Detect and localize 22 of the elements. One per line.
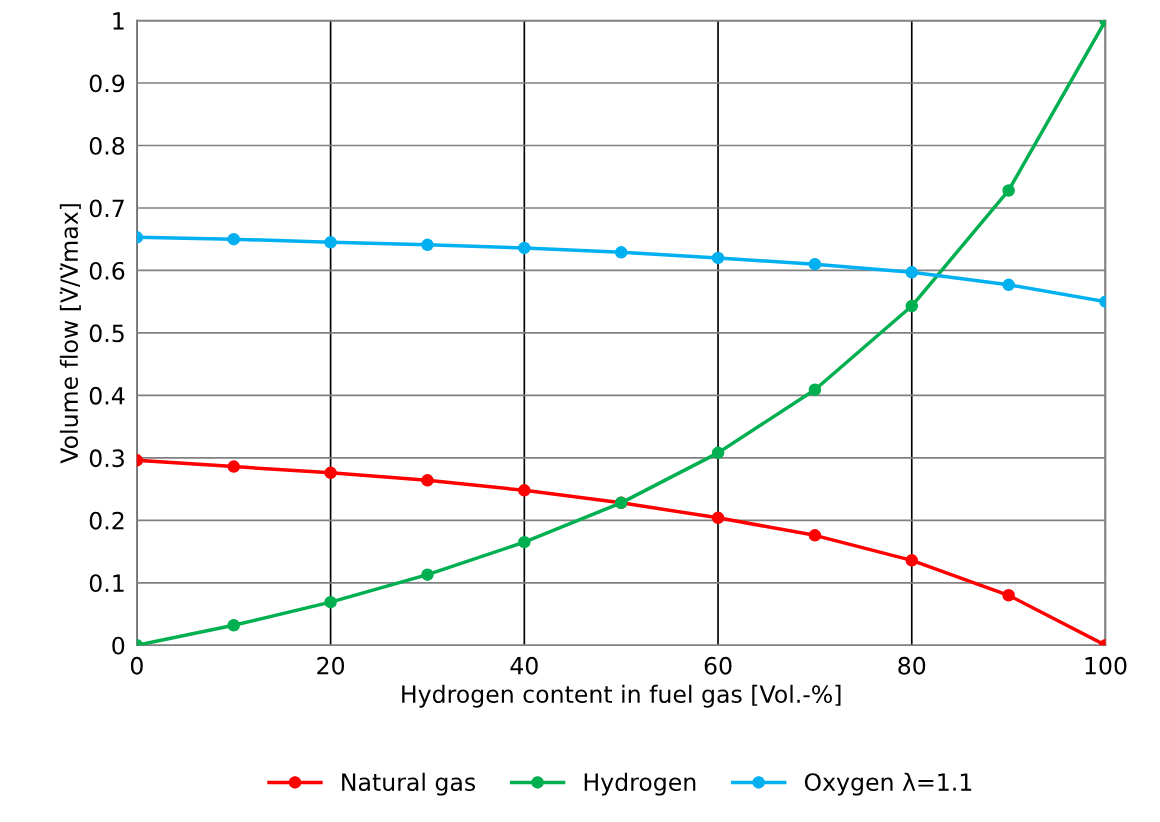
y-tick-label: 0.3 xyxy=(89,449,124,468)
y-tick-label: 0.8 xyxy=(89,136,125,155)
y-tick-label: 0.5 xyxy=(89,324,124,343)
legend-label: Natural gas xyxy=(342,772,476,796)
x-axis-title: Hydrogen content in fuel gas [Vol.-%] xyxy=(402,684,841,708)
x-tick-label: 40 xyxy=(510,656,538,675)
y-tick-label: 0.4 xyxy=(89,386,125,405)
x-tick-label: 60 xyxy=(704,656,732,675)
legend-label: Hydrogen xyxy=(584,772,696,796)
legend-label: Oxygen λ=1.1 xyxy=(804,772,972,796)
y-tick-label: 0 xyxy=(112,636,125,655)
y-tick-label: 0.1 xyxy=(89,574,124,593)
y-tick-label: 0.9 xyxy=(89,74,125,93)
y-tick-label: 0.7 xyxy=(89,199,124,218)
y-axis-title: Volume flow [V̇/V̇max] xyxy=(59,204,81,464)
x-tick-label: 100 xyxy=(1085,656,1127,675)
y-tick-label: 0.6 xyxy=(89,261,125,280)
y-tick-label: 1 xyxy=(113,12,124,30)
x-tick-label: 80 xyxy=(898,656,926,675)
x-tick-label: 0 xyxy=(130,656,143,675)
y-tick-label: 0.2 xyxy=(89,511,124,530)
x-tick-label: 20 xyxy=(317,656,345,675)
